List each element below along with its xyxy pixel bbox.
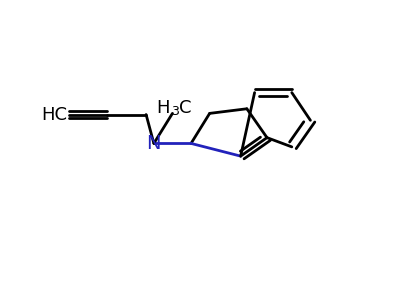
Text: N: N bbox=[147, 134, 161, 153]
Text: H: H bbox=[156, 99, 169, 117]
Text: C: C bbox=[179, 99, 191, 117]
Text: 3: 3 bbox=[171, 105, 179, 118]
Text: HC: HC bbox=[41, 106, 67, 124]
